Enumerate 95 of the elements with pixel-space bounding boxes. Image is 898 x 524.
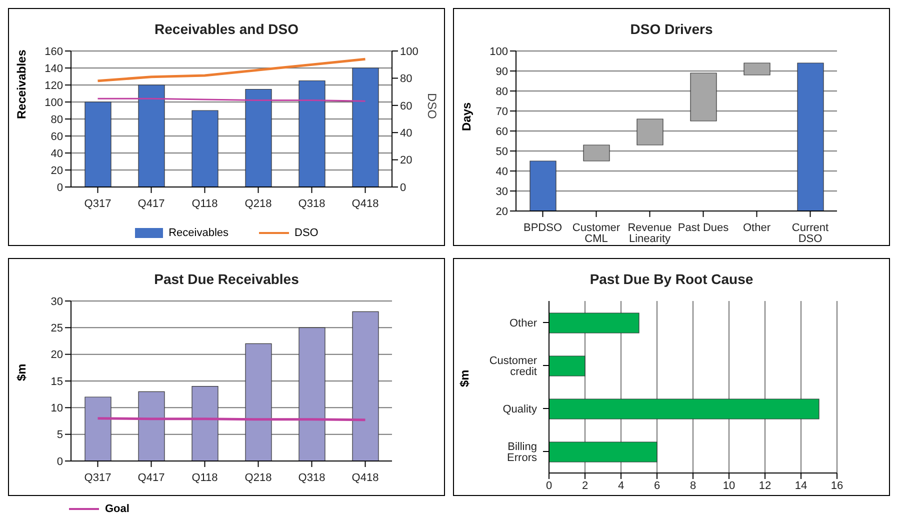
x-tick-label: Current DSO bbox=[792, 222, 829, 245]
x-tick-label: Q318 bbox=[298, 472, 326, 484]
y-tick-label: 30 bbox=[50, 296, 63, 308]
bar bbox=[138, 391, 165, 461]
y-tick-label: 60 bbox=[496, 126, 508, 138]
line-series bbox=[96, 58, 366, 82]
x-tick-label: 4 bbox=[618, 480, 624, 492]
x-tick-label: Q418 bbox=[352, 472, 379, 484]
y-tick-label: 120 bbox=[44, 80, 63, 92]
y-tick-label: 20 bbox=[50, 349, 63, 362]
legend-label: Goal bbox=[105, 503, 130, 515]
x-tick-label: Customer CML bbox=[572, 222, 620, 245]
x-tick-label: 8 bbox=[690, 480, 696, 492]
y-axis-title: $m bbox=[457, 370, 472, 387]
y-tick-label: 10 bbox=[50, 402, 63, 415]
y-tick-label: 70 bbox=[496, 106, 508, 118]
legend-label: DSO bbox=[294, 227, 318, 239]
y-tick-label: 100 bbox=[44, 96, 63, 109]
x-tick-label: Q317 bbox=[84, 472, 112, 484]
y-tick-label: 40 bbox=[50, 148, 63, 160]
legend-label: Receivables bbox=[168, 227, 229, 239]
bar bbox=[298, 327, 326, 461]
y-tick-label: 80 bbox=[50, 114, 63, 126]
bar bbox=[138, 84, 165, 187]
y2-tick-label: 20 bbox=[400, 154, 412, 167]
bar bbox=[192, 386, 218, 461]
y2-tick-label: 100 bbox=[400, 46, 418, 58]
chart-title: DSO Drivers bbox=[629, 20, 714, 39]
bar bbox=[245, 88, 272, 187]
x-tick-label: 10 bbox=[722, 480, 736, 492]
x-tick-label: 2 bbox=[582, 480, 588, 492]
x-tick-label: 6 bbox=[654, 480, 660, 492]
x-tick-label: Q417 bbox=[138, 472, 165, 484]
chart-title: Past Due By Root Cause bbox=[588, 270, 754, 289]
y-tick-label: 90 bbox=[496, 66, 508, 78]
y-tick-label: Other bbox=[509, 317, 538, 330]
bar bbox=[549, 356, 586, 376]
x-tick-label: Q218 bbox=[244, 472, 272, 484]
y2-tick-label: 0 bbox=[400, 182, 406, 194]
y-tick-label: 100 bbox=[490, 46, 508, 58]
x-tick-label: Q118 bbox=[192, 198, 218, 210]
y2-axis-title: DSO bbox=[424, 92, 439, 119]
y-tick-label: 0 bbox=[56, 456, 63, 468]
y-tick-label: 160 bbox=[44, 46, 63, 58]
bar bbox=[549, 398, 820, 420]
y-tick-label: 140 bbox=[44, 62, 63, 75]
bar bbox=[352, 68, 379, 187]
x-tick-label: Other bbox=[742, 222, 771, 234]
y-tick-label: 25 bbox=[50, 322, 63, 335]
bar bbox=[583, 144, 610, 162]
y-tick-label: Billing Errors bbox=[507, 440, 538, 464]
x-tick-label: Past Dues bbox=[678, 222, 730, 234]
chart-title: Receivables and DSO bbox=[154, 20, 300, 39]
y-axis-title: $m bbox=[14, 364, 28, 381]
x-tick-label: 16 bbox=[830, 480, 844, 492]
bar bbox=[245, 343, 272, 461]
y-tick-label: 30 bbox=[496, 186, 508, 198]
x-tick-label: Q418 bbox=[352, 198, 379, 210]
x-tick-label: 14 bbox=[794, 480, 808, 492]
x-tick-label: Q118 bbox=[192, 472, 218, 484]
y-tick-label: 60 bbox=[50, 130, 63, 143]
y-tick-label: 0 bbox=[56, 182, 63, 194]
y-tick-label: Quality bbox=[502, 403, 538, 416]
x-tick-label: 12 bbox=[758, 480, 772, 492]
y2-tick-label: 40 bbox=[400, 128, 412, 140]
bar bbox=[352, 311, 379, 461]
bar bbox=[744, 62, 770, 76]
y-tick-label: 40 bbox=[496, 166, 508, 178]
x-tick-label: BPDSO bbox=[523, 222, 562, 234]
x-tick-label: Q318 bbox=[298, 198, 326, 210]
y-tick-label: 20 bbox=[496, 206, 508, 218]
x-tick-label: Q417 bbox=[138, 198, 165, 210]
x-tick-label: Q317 bbox=[84, 198, 112, 210]
chart-title: Past Due Receivables bbox=[153, 270, 300, 289]
bar bbox=[690, 72, 717, 122]
bar bbox=[549, 312, 640, 334]
bar bbox=[192, 110, 218, 187]
y-tick-label: 5 bbox=[56, 429, 63, 442]
bar bbox=[636, 118, 664, 146]
bar bbox=[84, 102, 112, 187]
y2-tick-label: 60 bbox=[400, 100, 412, 112]
y-axis-title: Receivables bbox=[14, 49, 28, 119]
y-tick-label: 50 bbox=[496, 146, 508, 158]
y-axis-title: Days bbox=[459, 102, 474, 131]
y-tick-label: 80 bbox=[496, 86, 508, 98]
y2-tick-label: 80 bbox=[400, 73, 412, 86]
bar bbox=[298, 80, 326, 187]
x-tick-label: 0 bbox=[546, 480, 552, 492]
bar bbox=[84, 396, 112, 461]
y-tick-label: 15 bbox=[50, 376, 63, 388]
y-tick-label: Customer credit bbox=[489, 354, 538, 378]
bar bbox=[549, 442, 658, 462]
x-tick-label: Q218 bbox=[244, 198, 272, 210]
x-tick-label: Revenue Linearity bbox=[628, 222, 672, 245]
y-tick-label: 20 bbox=[50, 164, 63, 177]
